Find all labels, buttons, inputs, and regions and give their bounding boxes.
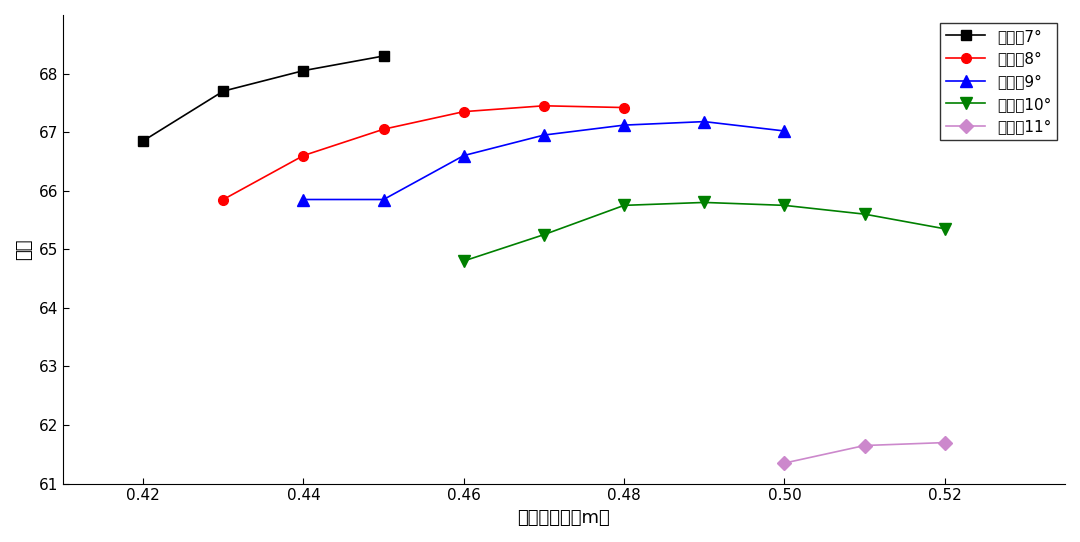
- 桨距角10°: [698, 199, 711, 205]
- 桨距角7°: [297, 67, 310, 74]
- Line: 桨距角7°: 桨距角7°: [138, 51, 389, 146]
- 桨距角11°: [939, 440, 951, 446]
- Line: 桨距角9°: 桨距角9°: [298, 116, 789, 205]
- 桨距角10°: [778, 202, 791, 209]
- 桨距角8°: [618, 104, 631, 111]
- 桨距角8°: [457, 108, 470, 115]
- Line: 桨距角8°: 桨距角8°: [218, 101, 629, 204]
- 桨距角7°: [136, 138, 149, 144]
- 桨距角8°: [297, 152, 310, 159]
- X-axis label: 螺旋桨直径（m）: 螺旋桨直径（m）: [517, 509, 610, 527]
- 桨距角10°: [618, 202, 631, 209]
- 桨距角9°: [778, 128, 791, 134]
- Line: 桨距角10°: 桨距角10°: [458, 197, 950, 267]
- 桨距角8°: [377, 126, 390, 132]
- Legend: 桨距角7°, 桨距角8°, 桨距角9°, 桨距角10°, 桨距角11°: 桨距角7°, 桨距角8°, 桨距角9°, 桨距角10°, 桨距角11°: [941, 23, 1057, 140]
- 桨距角9°: [698, 118, 711, 125]
- 桨距角9°: [457, 152, 470, 159]
- 桨距角11°: [859, 442, 872, 449]
- 桨距角9°: [618, 122, 631, 128]
- 桨距角10°: [538, 231, 551, 238]
- 桨距角8°: [217, 196, 230, 203]
- Line: 桨距角11°: 桨距角11°: [780, 438, 949, 468]
- 桨距角7°: [377, 53, 390, 59]
- 桨距角9°: [297, 196, 310, 203]
- 桨距角10°: [859, 211, 872, 217]
- Y-axis label: 评分: 评分: [15, 238, 33, 260]
- 桨距角11°: [778, 460, 791, 466]
- 桨距角10°: [939, 225, 951, 232]
- 桨距角9°: [377, 196, 390, 203]
- 桨距角7°: [217, 88, 230, 94]
- 桨距角9°: [538, 132, 551, 138]
- 桨距角10°: [457, 258, 470, 264]
- 桨距角8°: [538, 102, 551, 109]
